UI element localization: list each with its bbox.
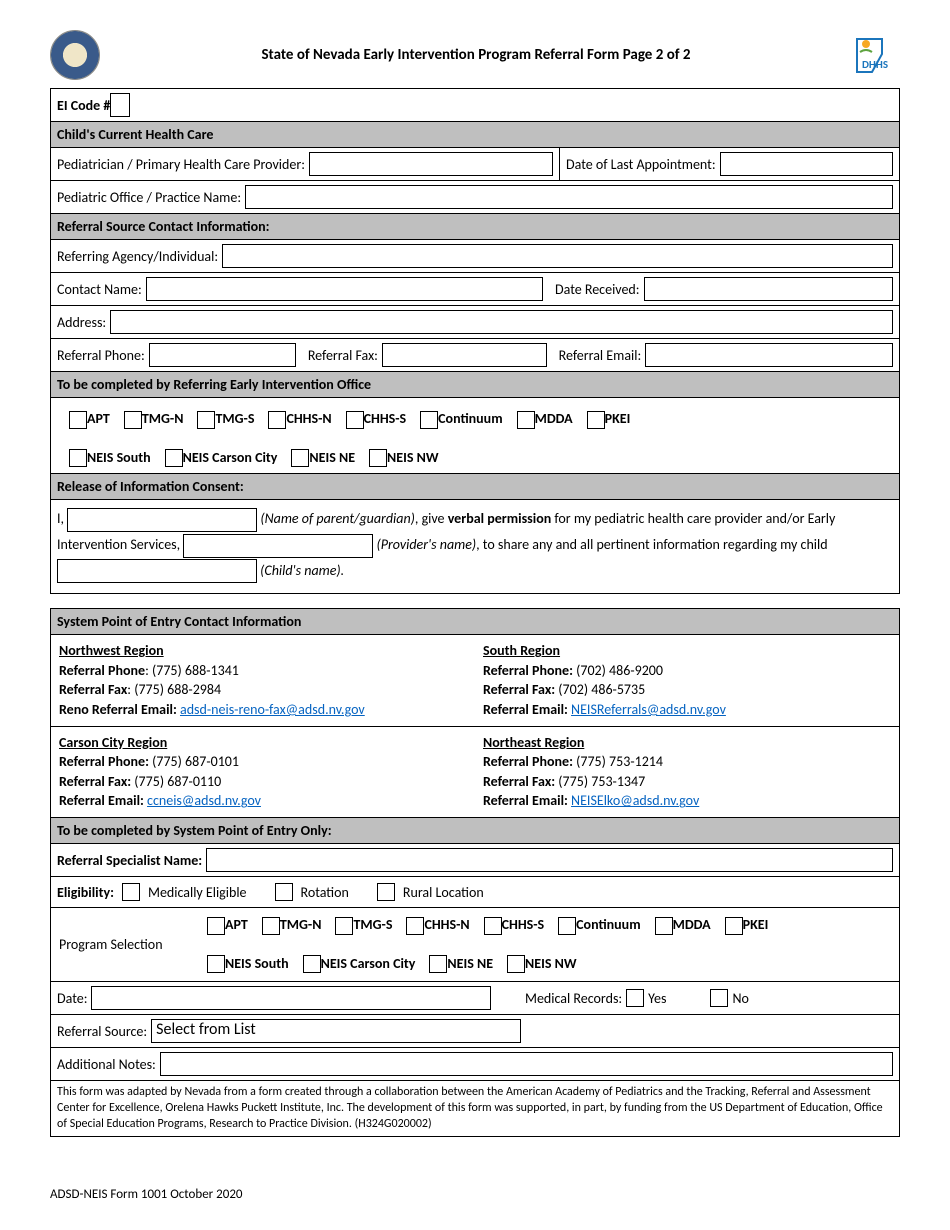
- ref-agency-input[interactable]: [222, 244, 893, 268]
- practice-name-label: Pediatric Office / Practice Name:: [57, 189, 241, 206]
- cb-neis-cc[interactable]: [165, 449, 183, 467]
- page-title: State of Nevada Early Intervention Progr…: [100, 46, 852, 64]
- practice-name-input[interactable]: [245, 185, 893, 209]
- email-south[interactable]: NEISReferrals@adsd.nv.gov: [571, 701, 726, 718]
- eligibility-label: Eligibility:: [57, 884, 114, 901]
- cb-med-eligible[interactable]: [122, 883, 140, 901]
- section-spoe-only: To be completed by System Point of Entry…: [51, 817, 899, 843]
- ref-email-input[interactable]: [645, 343, 893, 367]
- contact-name-input[interactable]: [146, 277, 543, 301]
- cb-tmgs[interactable]: [197, 411, 215, 429]
- dhhs-logo-icon: DHHS: [852, 34, 900, 76]
- date-received-input[interactable]: [644, 277, 893, 301]
- add-notes-input[interactable]: [160, 1052, 893, 1076]
- email-cc[interactable]: ccneis@adsd.nv.gov: [147, 792, 261, 809]
- med-records-label: Medical Records:: [525, 990, 622, 1007]
- ps-mdda[interactable]: [655, 917, 673, 935]
- date-received-label: Date Received:: [555, 281, 640, 298]
- page-header: State of Nevada Early Intervention Progr…: [50, 30, 900, 80]
- ref-phone-input[interactable]: [149, 343, 296, 367]
- cb-neis-nw[interactable]: [369, 449, 387, 467]
- cb-med-no[interactable]: [710, 989, 728, 1007]
- ref-fax-label: Referral Fax:: [308, 347, 378, 364]
- consent-child-input[interactable]: [57, 559, 257, 583]
- date-input[interactable]: [91, 986, 491, 1010]
- address-input[interactable]: [110, 310, 893, 334]
- ps-neis-cc[interactable]: [303, 955, 321, 973]
- email-nw[interactable]: adsd-neis-reno-fax@adsd.nv.gov: [180, 701, 365, 718]
- cb-chhsn[interactable]: [268, 411, 286, 429]
- region-south: South Region Referral Phone: (702) 486-9…: [475, 635, 899, 725]
- section-spoe-contact: System Point of Entry Contact Informatio…: [51, 609, 899, 634]
- region-ne: Northeast Region Referral Phone: (775) 7…: [475, 727, 899, 817]
- region-cc: Carson City Region Referral Phone: (775)…: [51, 727, 475, 817]
- ref-agency-label: Referring Agency/Individual:: [57, 248, 218, 265]
- last-appt-label: Date of Last Appointment:: [566, 156, 716, 173]
- program-selection-label: Program Selection: [51, 908, 201, 981]
- pediatrician-input[interactable]: [309, 152, 553, 176]
- ps-chhss[interactable]: [484, 917, 502, 935]
- cb-pkei[interactable]: [587, 411, 605, 429]
- ps-continuum[interactable]: [558, 917, 576, 935]
- eligibility-row: Eligibility: Medically Eligible Rotation…: [51, 876, 899, 907]
- ei-code-row: EI Code #: [51, 89, 899, 121]
- section-release-consent: Release of Information Consent:: [51, 473, 899, 499]
- cb-rotation[interactable]: [275, 883, 293, 901]
- cb-apt[interactable]: [69, 411, 87, 429]
- specialist-name-label: Referral Specialist Name:: [57, 852, 202, 869]
- ps-chhsn[interactable]: [406, 917, 424, 935]
- contact-name-label: Contact Name:: [57, 281, 142, 298]
- ps-tmgn[interactable]: [262, 917, 280, 935]
- section-referring-office: To be completed by Referring Early Inter…: [51, 371, 899, 397]
- pediatrician-label: Pediatrician / Primary Health Care Provi…: [57, 156, 305, 173]
- ref-source-label: Referral Source:: [57, 1023, 147, 1040]
- ps-pkei[interactable]: [725, 917, 743, 935]
- ps-neis-nw[interactable]: [507, 955, 525, 973]
- footer-text: ADSD-NEIS Form 1001 October 2020: [50, 1187, 900, 1202]
- program-selection-boxes: APT TMG-N TMG-S CHHS-N CHHS-S Continuum …: [201, 908, 899, 981]
- ref-phone-label: Referral Phone:: [57, 347, 145, 364]
- cb-mdda[interactable]: [517, 411, 535, 429]
- consent-provider-input[interactable]: [183, 534, 373, 558]
- consent-name-input[interactable]: [67, 508, 257, 532]
- cb-continuum[interactable]: [420, 411, 438, 429]
- cb-neis-south[interactable]: [69, 449, 87, 467]
- svg-text:DHHS: DHHS: [862, 58, 888, 71]
- specialist-name-input[interactable]: [206, 848, 893, 872]
- add-notes-label: Additional Notes:: [57, 1056, 156, 1073]
- ref-fax-input[interactable]: [382, 343, 547, 367]
- ps-apt[interactable]: [207, 917, 225, 935]
- ei-code-label: EI Code #: [57, 97, 110, 114]
- date-label: Date:: [57, 990, 87, 1007]
- ps-tmgs[interactable]: [335, 917, 353, 935]
- region-nw: Northwest Region Referral Phone: (775) 6…: [51, 635, 475, 725]
- ref-email-label: Referral Email:: [559, 347, 642, 364]
- ps-neis-ne[interactable]: [429, 955, 447, 973]
- ei-code-input[interactable]: [110, 93, 130, 117]
- cb-med-yes[interactable]: [626, 989, 644, 1007]
- section-health-care: Child's Current Health Care: [51, 121, 899, 147]
- last-appt-input[interactable]: [720, 152, 893, 176]
- cb-rural[interactable]: [377, 883, 395, 901]
- ref-source-select[interactable]: Select from List: [151, 1019, 521, 1043]
- office-checkboxes: APT TMG-N TMG-S CHHS-N CHHS-S Continuum …: [51, 397, 899, 473]
- nevada-seal-icon: [50, 30, 100, 80]
- ps-neis-south[interactable]: [207, 955, 225, 973]
- cb-neis-ne[interactable]: [291, 449, 309, 467]
- cb-chhss[interactable]: [346, 411, 364, 429]
- cb-tmgn[interactable]: [124, 411, 142, 429]
- email-ne[interactable]: NEISElko@adsd.nv.gov: [571, 792, 699, 809]
- consent-text: I, (Name of parent/guardian), give verba…: [51, 499, 899, 593]
- address-label: Address:: [57, 314, 106, 331]
- section-referral-source: Referral Source Contact Information:: [51, 213, 899, 239]
- disclaimer-text: This form was adapted by Nevada from a f…: [51, 1080, 899, 1136]
